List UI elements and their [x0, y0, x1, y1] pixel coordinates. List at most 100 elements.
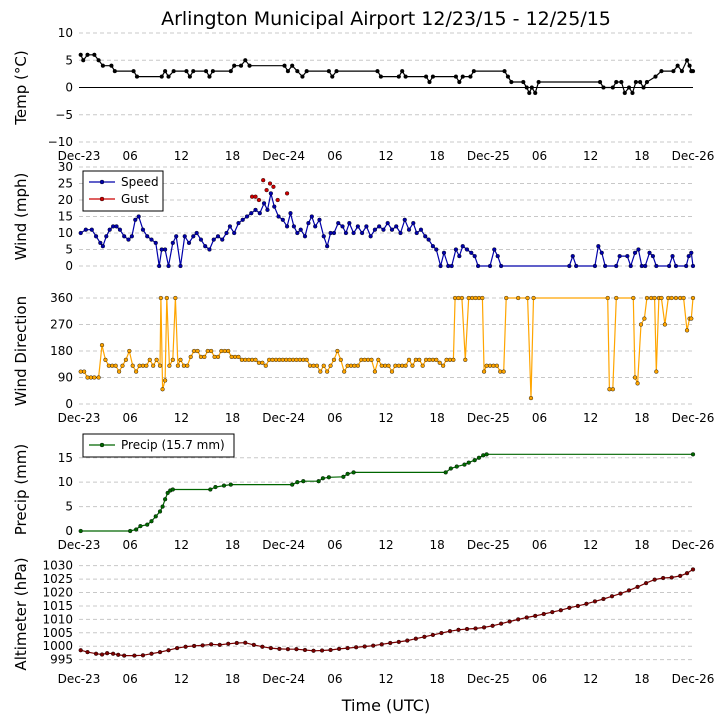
- data-point: [369, 357, 374, 362]
- data-point: [145, 234, 150, 239]
- data-point: [268, 645, 273, 651]
- data-point: [163, 378, 168, 383]
- x-tick-label: 18: [430, 672, 445, 686]
- data-point: [472, 254, 477, 259]
- data-point: [411, 221, 416, 226]
- data-point: [253, 207, 258, 212]
- data-point: [355, 224, 360, 229]
- data-point: [154, 357, 159, 362]
- data-point: [490, 623, 495, 628]
- data-point: [226, 348, 231, 354]
- x-tick-label: Dec-26: [672, 538, 715, 552]
- data-point: [294, 647, 299, 652]
- data-point: [247, 63, 252, 68]
- data-point: [643, 581, 649, 586]
- y-tick-label: 0: [65, 259, 73, 273]
- data-point: [243, 640, 248, 645]
- data-point: [468, 74, 473, 79]
- data-point: [406, 357, 412, 362]
- data-point: [151, 363, 156, 368]
- x-tick-label: 06: [123, 538, 138, 552]
- data-point: [85, 650, 90, 655]
- data-point: [228, 482, 233, 487]
- data-point: [126, 237, 131, 242]
- data-point: [166, 74, 171, 79]
- data-point: [570, 254, 575, 259]
- data-point: [227, 224, 233, 229]
- data-point: [149, 237, 154, 242]
- data-point: [420, 363, 425, 368]
- x-tick-label: 12: [583, 538, 598, 552]
- data-point: [342, 369, 347, 374]
- data-point: [234, 640, 239, 646]
- data-point: [290, 482, 295, 487]
- data-point: [426, 237, 431, 242]
- data-point: [336, 646, 342, 651]
- data-point: [351, 230, 356, 236]
- data-point: [632, 250, 638, 255]
- data-point: [516, 617, 521, 622]
- data-point: [317, 217, 322, 222]
- x-tick-label: 12: [583, 411, 598, 425]
- data-point: [335, 348, 340, 354]
- data-point: [451, 357, 456, 362]
- data-point: [160, 387, 165, 392]
- x-tick-label: Dec-24: [262, 538, 305, 552]
- x-tick-labels: Dec-23 06 12 18 Dec-24 06 12 18 Dec-25 06 12 18 Dec-…: [58, 411, 715, 425]
- data-point: [434, 357, 439, 362]
- x-tick-label: 12: [583, 149, 598, 163]
- data-point: [614, 79, 619, 85]
- data-point: [650, 254, 656, 259]
- data-point: [170, 240, 175, 245]
- data-point: [375, 69, 380, 74]
- data-point: [492, 247, 497, 252]
- data-point: [140, 227, 146, 232]
- data-point: [341, 474, 346, 479]
- y-tick-label: 270: [50, 318, 73, 332]
- data-point: [402, 217, 407, 222]
- y-tick-label: 0: [65, 397, 73, 411]
- data-point: [295, 480, 300, 485]
- data-point: [207, 74, 212, 79]
- data-point: [122, 653, 127, 658]
- data-point: [253, 194, 258, 199]
- data-point: [423, 234, 428, 239]
- data-point: [625, 254, 630, 259]
- data-point: [427, 79, 432, 85]
- x-tick-label: 18: [430, 411, 445, 425]
- data-point: [484, 452, 489, 457]
- data-point: [166, 648, 171, 653]
- data-point: [622, 90, 627, 96]
- data-point: [81, 58, 86, 63]
- data-point: [207, 247, 212, 252]
- data-point: [144, 363, 149, 368]
- data-point: [673, 263, 679, 269]
- data-point: [459, 295, 464, 301]
- data-point: [690, 263, 696, 269]
- data-point: [597, 79, 603, 85]
- data-point: [541, 611, 546, 617]
- x-tick-label: Dec-26: [672, 672, 715, 686]
- x-tick-label: 18: [430, 538, 445, 552]
- data-point: [328, 647, 333, 653]
- data-point: [140, 653, 146, 658]
- data-point: [93, 651, 99, 656]
- data-point: [379, 642, 384, 647]
- data-point: [469, 250, 474, 255]
- data-point: [476, 455, 482, 460]
- series-gust: [250, 178, 290, 203]
- data-point: [642, 316, 647, 321]
- data-point: [275, 197, 280, 203]
- data-point: [188, 354, 193, 359]
- data-point: [592, 263, 598, 269]
- x-tick-label: 12: [583, 672, 598, 686]
- y-tick-label: −5: [55, 108, 73, 122]
- data-point: [567, 605, 572, 610]
- data-point: [96, 375, 101, 380]
- data-point: [441, 250, 447, 255]
- data-point: [209, 348, 214, 354]
- data-point: [300, 74, 305, 79]
- data-point: [460, 74, 465, 79]
- data-point: [209, 642, 214, 647]
- data-point: [183, 644, 188, 649]
